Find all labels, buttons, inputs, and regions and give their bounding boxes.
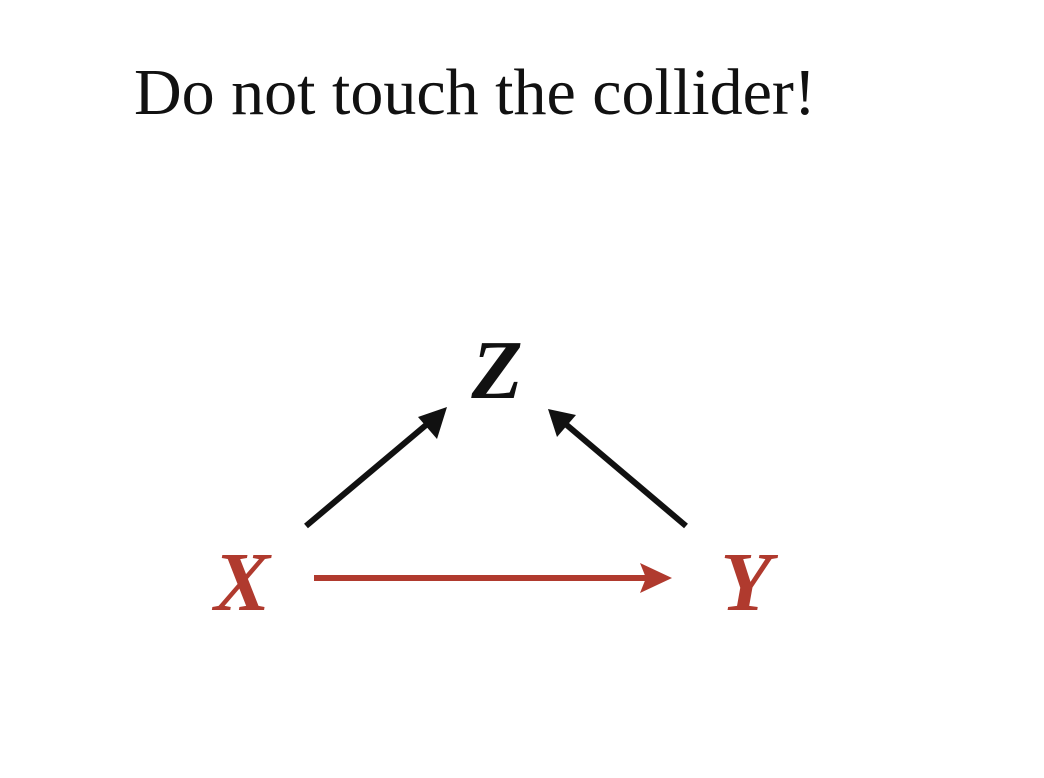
node-x-label: X — [211, 536, 272, 629]
node-y-label: Y — [720, 536, 778, 629]
edge-x-to-y — [314, 563, 672, 593]
node-z-label: Z — [470, 324, 522, 417]
edge-x-to-z — [304, 407, 447, 529]
edge-y-to-z — [548, 409, 688, 529]
arrowhead-x-to-y-icon — [640, 563, 672, 593]
arrowhead-x-to-z-icon — [418, 407, 447, 439]
arrowhead-y-to-z-icon — [548, 409, 576, 437]
slide-title: Do not touch the collider! — [134, 56, 816, 129]
